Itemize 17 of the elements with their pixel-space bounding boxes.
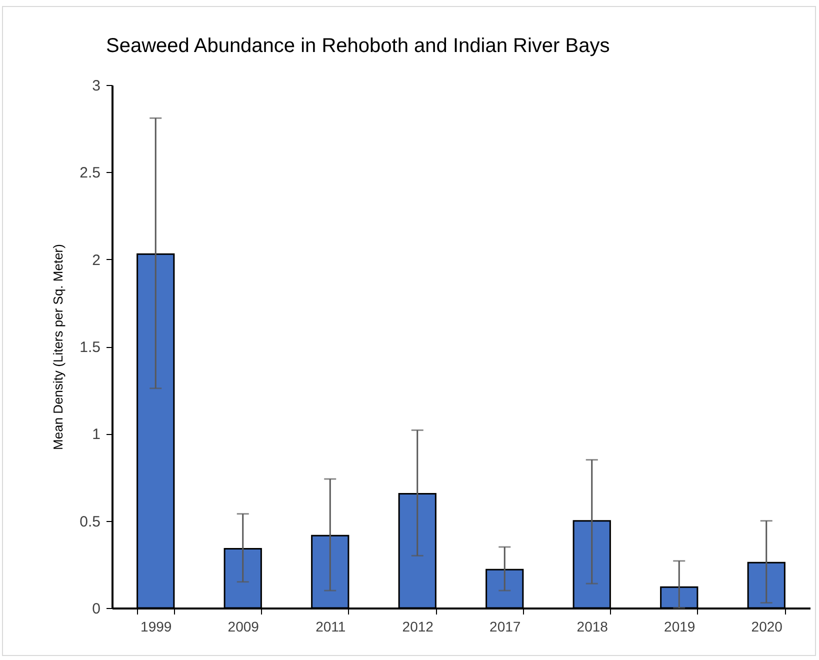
y-tick-label: 3 <box>92 78 100 94</box>
x-tick-label: 2009 <box>228 618 260 634</box>
x-tick-label: 2019 <box>664 618 696 634</box>
y-tick-label: 2 <box>92 252 100 269</box>
y-tick-label: 1 <box>92 426 100 444</box>
y-tick-label: 1.5 <box>80 339 100 356</box>
y-axis-title: Mean Density (Liters per Sq. Meter) <box>50 244 66 450</box>
x-tick-label: 1999 <box>140 618 172 634</box>
x-tick-label: 2018 <box>576 618 608 634</box>
x-tick-label: 2012 <box>402 618 434 634</box>
y-tick-label: 0.5 <box>80 513 100 530</box>
y-tick-label: 0 <box>92 600 100 618</box>
y-tick-label: 2.5 <box>80 164 100 182</box>
x-tick-label: 2011 <box>316 618 346 634</box>
x-tick-label: 2017 <box>490 618 521 634</box>
chart-title: Seaweed Abundance in Rehoboth and Indian River Bays <box>106 35 610 57</box>
x-tick-label: 2020 <box>751 618 783 634</box>
